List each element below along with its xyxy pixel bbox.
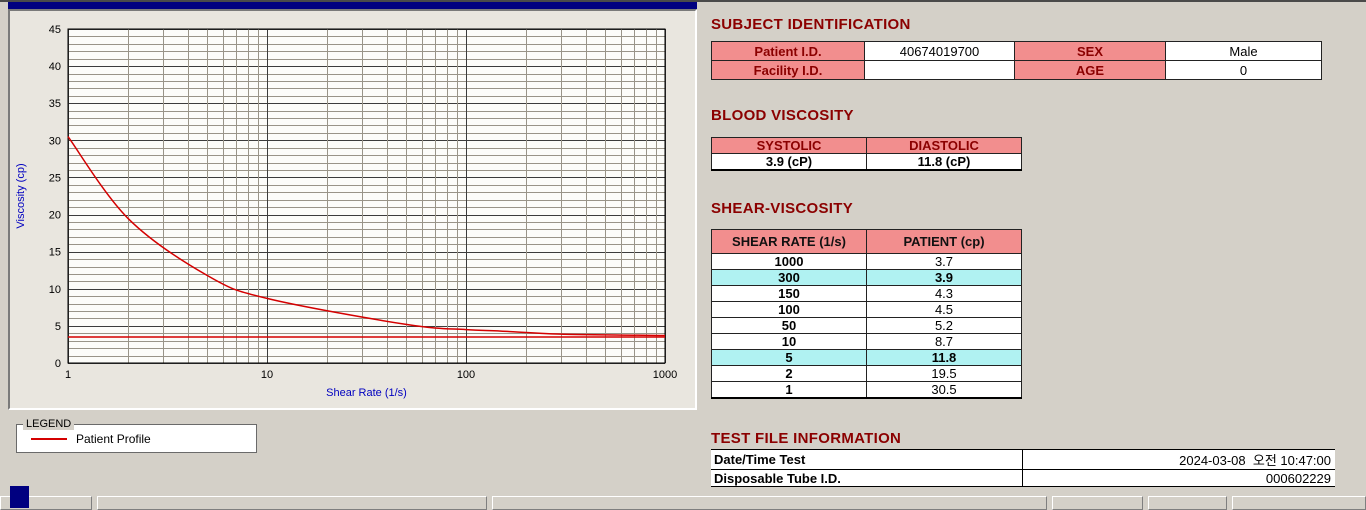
svg-text:35: 35 — [49, 98, 61, 110]
svg-text:10: 10 — [261, 369, 273, 381]
svg-text:30: 30 — [49, 135, 61, 147]
age-label: AGE — [1014, 60, 1166, 80]
y-axis-label: Viscosity (cp) — [15, 163, 27, 228]
disposable-tube-id-label: Disposable Tube I.D. — [711, 469, 1023, 487]
shear-rate-cell: 2 — [711, 365, 867, 382]
subject-identification-table: Patient I.D. 40674019700 SEX Male Facili… — [711, 41, 1322, 80]
window-top-border — [0, 0, 1366, 2]
svg-text:25: 25 — [49, 172, 61, 184]
patient-id-label: Patient I.D. — [711, 41, 865, 61]
table-header-row: SHEAR RATE (1/s) PATIENT (cp) — [711, 229, 1022, 254]
patient-viscosity-cell: 4.3 — [866, 285, 1022, 302]
age-value: 0 — [1165, 60, 1322, 80]
shear-viscosity-row: 100 4.5 — [711, 301, 1022, 318]
table-row: Patient I.D. 40674019700 SEX Male — [711, 41, 1322, 61]
date-time-test-label: Date/Time Test — [711, 449, 1023, 470]
facility-id-value — [864, 60, 1015, 80]
svg-text:1000: 1000 — [653, 369, 677, 381]
table-row: 3.9 (cP) 11.8 (cP) — [711, 153, 1022, 171]
svg-text:100: 100 — [457, 369, 475, 381]
patient-viscosity-cell: 8.7 — [866, 333, 1022, 350]
patient-viscosity-cell: 3.9 — [866, 269, 1022, 286]
legend-items: Patient Profile — [17, 425, 256, 446]
svg-text:1: 1 — [65, 369, 71, 381]
test-file-information-heading: TEST FILE INFORMATION — [711, 430, 902, 447]
blood-viscosity-table: SYSTOLIC DIASTOLIC 3.9 (cP) 11.8 (cP) — [711, 137, 1022, 171]
shear-rate-cell: 5 — [711, 349, 867, 366]
test-file-information-table: Date/Time Test 2024-03-08 오전 10:47:00 Di… — [711, 449, 1335, 487]
patient-viscosity-cell: 4.5 — [866, 301, 1022, 318]
shear-viscosity-row: 10 8.7 — [711, 333, 1022, 350]
sex-label: SEX — [1014, 41, 1166, 61]
facility-id-label: Facility I.D. — [711, 60, 865, 80]
shear-viscosity-table: SHEAR RATE (1/s) PATIENT (cp) 1000 3.7 300… — [711, 229, 1022, 399]
table-row: Date/Time Test 2024-03-08 오전 10:47:00 — [711, 449, 1335, 470]
shear-viscosity-row: 1 30.5 — [711, 381, 1022, 399]
shear-rate-column-header: SHEAR RATE (1/s) — [711, 229, 867, 254]
svg-text:0: 0 — [55, 358, 61, 370]
blood-viscosity-heading: BLOOD VISCOSITY — [711, 107, 854, 124]
viscosity-chart-panel: 0 5 10 15 20 25 30 35 40 45 1 10 100 1000 Shear Rate (… — [8, 9, 697, 410]
legend-line-sample — [31, 438, 67, 440]
shear-viscosity-row: 300 3.9 — [711, 269, 1022, 286]
table-row: Facility I.D. AGE 0 — [711, 60, 1322, 80]
shear-rate-cell: 1 — [711, 381, 867, 399]
svg-text:5: 5 — [55, 321, 61, 333]
legend-item-label: Patient Profile — [76, 432, 151, 446]
date-time-test-value: 2024-03-08 오전 10:47:00 — [1022, 449, 1335, 470]
diastolic-value: 11.8 (cP) — [866, 153, 1022, 171]
svg-text:40: 40 — [49, 61, 61, 73]
svg-text:45: 45 — [49, 24, 61, 36]
shear-viscosity-row: 1000 3.7 — [711, 253, 1022, 270]
shear-rate-cell: 50 — [711, 317, 867, 334]
chart-legend: LEGEND Patient Profile — [16, 418, 257, 453]
titlebar-corner-fragment — [10, 486, 29, 508]
diastolic-header: DIASTOLIC — [866, 137, 1022, 154]
disposable-tube-id-value: 000602229 — [1022, 469, 1335, 487]
shear-viscosity-heading: SHEAR-VISCOSITY — [711, 200, 854, 217]
patient-column-header: PATIENT (cp) — [866, 229, 1022, 254]
legend-item: Patient Profile — [17, 425, 256, 446]
systolic-value: 3.9 (cP) — [711, 153, 867, 171]
x-axis-label: Shear Rate (1/s) — [326, 387, 407, 399]
patient-id-value: 40674019700 — [864, 41, 1015, 61]
table-row: Disposable Tube I.D. 000602229 — [711, 469, 1335, 487]
patient-viscosity-cell: 30.5 — [866, 381, 1022, 399]
shear-rate-cell: 150 — [711, 285, 867, 302]
patient-viscosity-cell: 11.8 — [866, 349, 1022, 366]
patient-viscosity-cell: 5.2 — [866, 317, 1022, 334]
shear-viscosity-row: 50 5.2 — [711, 317, 1022, 334]
series-patient-profile — [67, 136, 666, 337]
shear-rate-cell: 100 — [711, 301, 867, 318]
subject-identification-heading: SUBJECT IDENTIFICATION — [711, 16, 911, 33]
titlebar-fragment — [8, 2, 697, 9]
shear-viscosity-row: 150 4.3 — [711, 285, 1022, 302]
legend-title: LEGEND — [23, 418, 75, 430]
sex-value: Male — [1165, 41, 1322, 61]
shear-viscosity-chart: 0 5 10 15 20 25 30 35 40 45 1 10 100 1000 Shear Rate (… — [15, 24, 677, 399]
systolic-header: SYSTOLIC — [711, 137, 867, 154]
patient-viscosity-cell: 19.5 — [866, 365, 1022, 382]
shear-rate-cell: 1000 — [711, 253, 867, 270]
table-row: SYSTOLIC DIASTOLIC — [711, 137, 1022, 154]
shear-rate-cell: 10 — [711, 333, 867, 350]
patient-viscosity-cell: 3.7 — [866, 253, 1022, 270]
svg-text:20: 20 — [49, 210, 61, 222]
shear-viscosity-row: 2 19.5 — [711, 365, 1022, 382]
shear-rate-cell: 300 — [711, 269, 867, 286]
shear-viscosity-row: 5 11.8 — [711, 349, 1022, 366]
svg-text:10: 10 — [49, 284, 61, 296]
svg-text:15: 15 — [49, 247, 61, 259]
